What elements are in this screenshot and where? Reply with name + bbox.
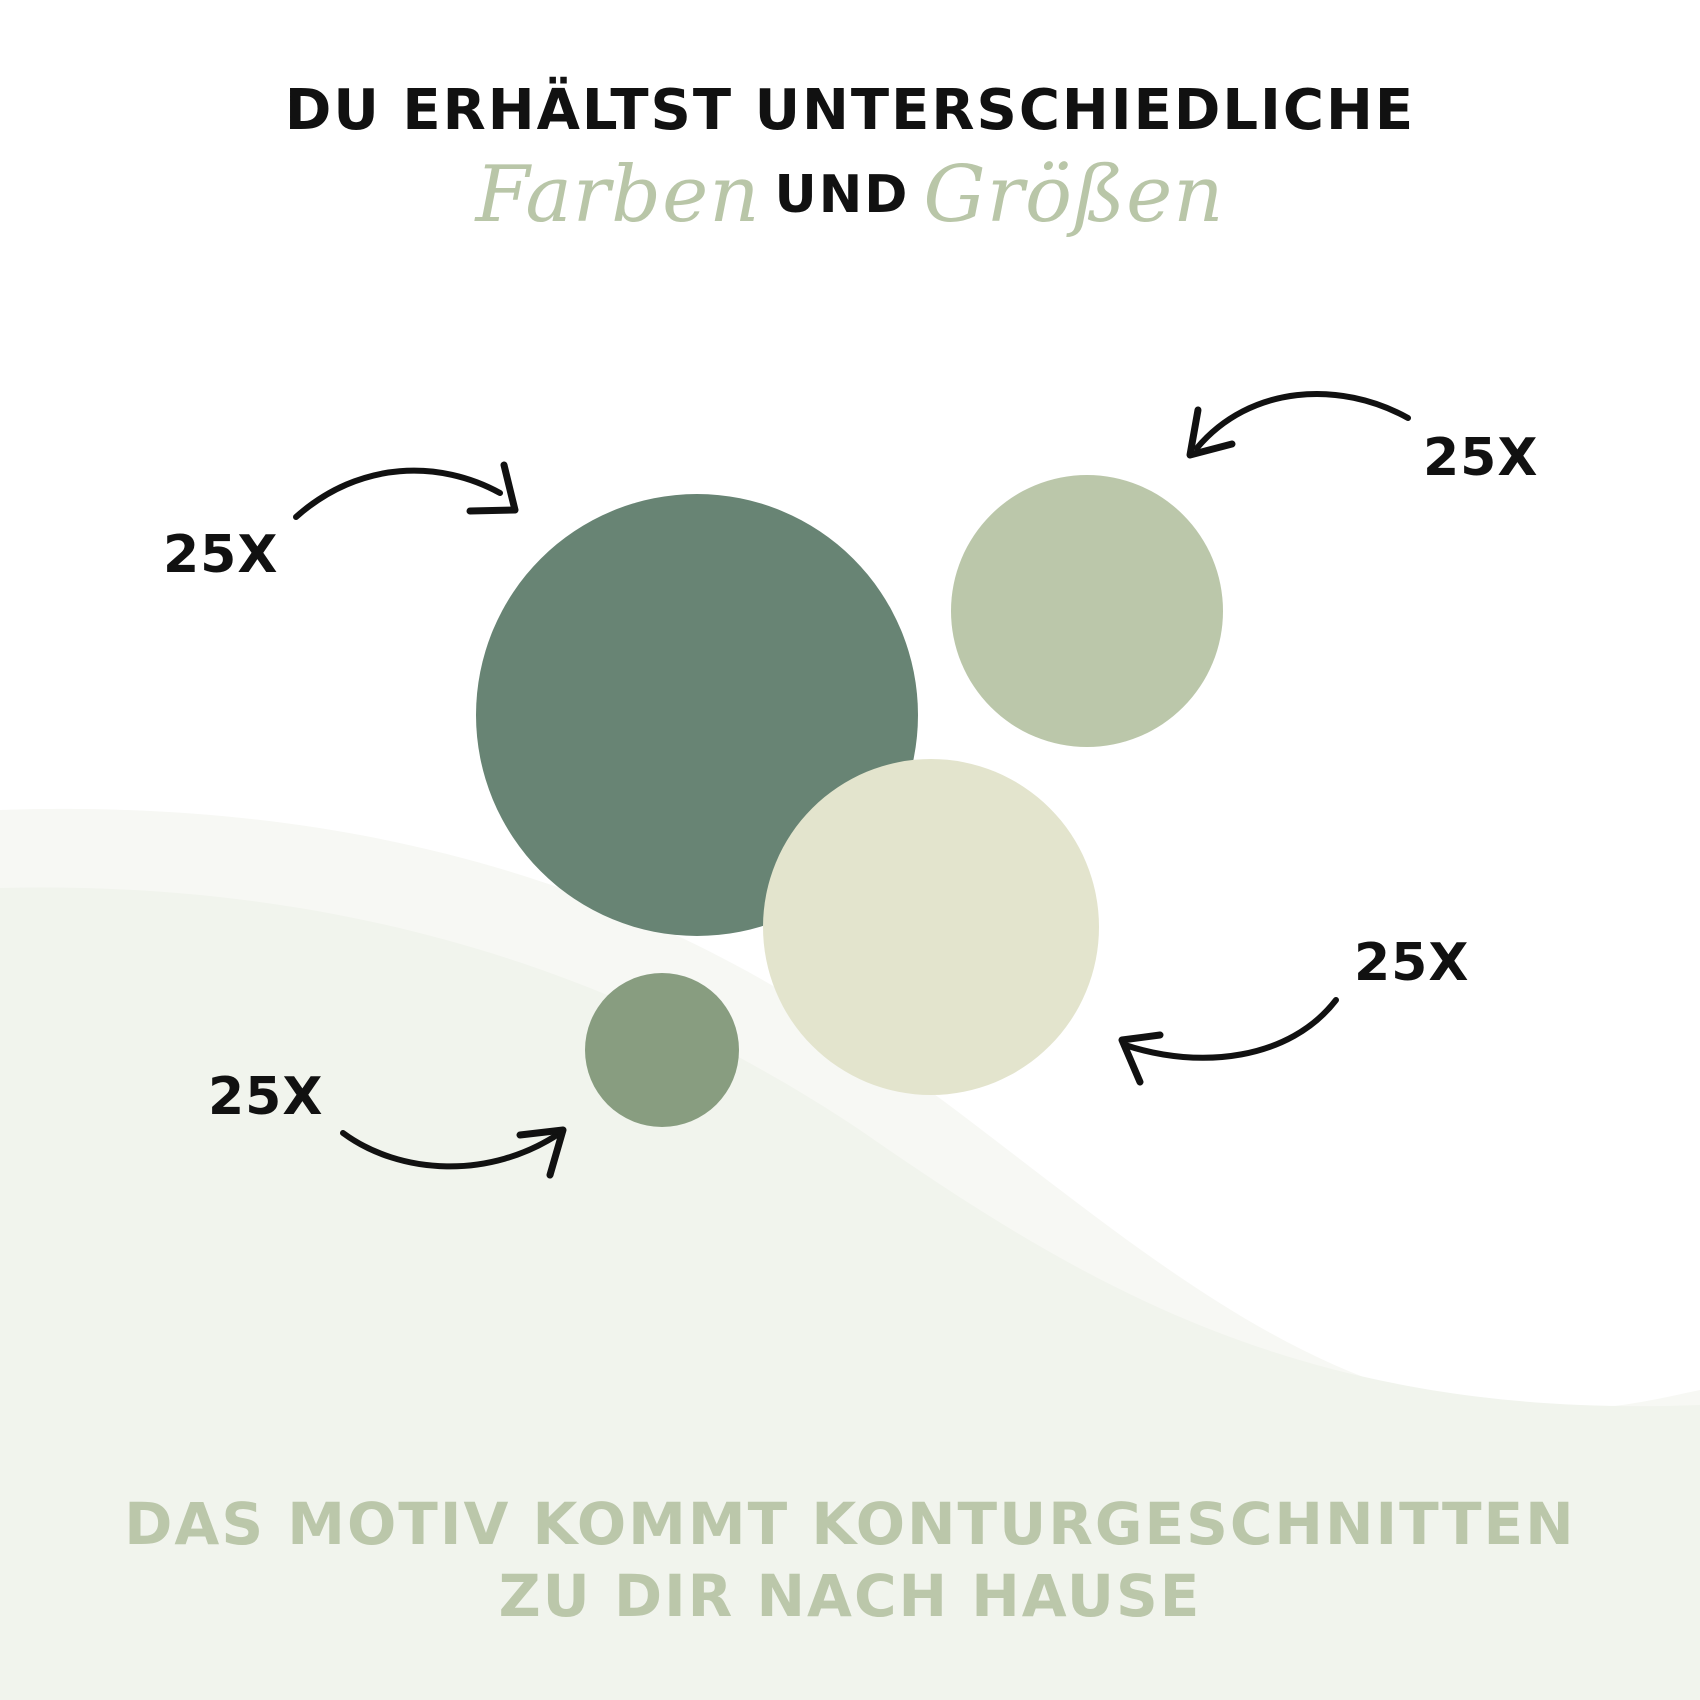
count-label-sage-dot: 25X [1423,428,1539,488]
count-label-cream-dot: 25X [1354,933,1470,993]
medium-cream-dot [763,759,1099,1095]
title-word-and: UND [774,165,910,225]
title-word-sizes: Größen [923,150,1225,240]
arrowhead-small-dot [516,1126,567,1179]
title-line-2: Farben UND Größen [0,150,1700,240]
arrow-to-cream-dot [1122,997,1339,1061]
arrow-to-small-dot [340,1130,563,1170]
medium-sage-dot [951,475,1223,747]
wave-front [0,887,1700,1700]
count-label-small-dot: 25X [208,1067,324,1127]
title-line-1: DU ERHÄLTST UNTERSCHIEDLICHE [284,78,1416,143]
title-word-colors: Farben [475,150,761,240]
arrowhead-sage-dot [1186,406,1236,459]
arrowhead-large-dot [466,461,519,515]
count-label-large-dot: 25X [163,525,279,585]
arrowhead-cream-dot [1118,1031,1164,1086]
arrow-to-large-dot [293,467,503,520]
footer-line-2: ZU DIR NACH HAUSE [498,1562,1202,1630]
arrow-to-sage-dot [1194,391,1411,451]
footer-line-1: DAS MOTIV KOMMT KONTURGESCHNITTEN [124,1490,1576,1558]
small-green-dot [585,973,739,1127]
